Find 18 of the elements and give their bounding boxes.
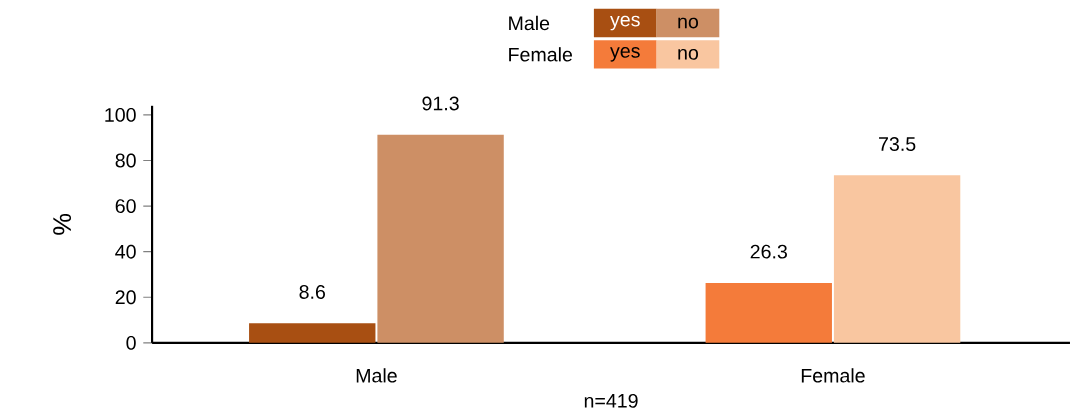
y-tick-label: 0 [126, 335, 136, 350]
y-tick-label: 40 [115, 244, 136, 259]
y-tick-label: 100 [105, 107, 136, 122]
legend-label: yes [610, 46, 640, 62]
x-axis-title: n=419 [584, 393, 638, 408]
y-tick-label: 20 [115, 290, 136, 305]
data-label: 73.5 [879, 136, 916, 151]
text: yes [610, 15, 640, 31]
y-axis-title: % [53, 213, 72, 235]
text: no [678, 17, 699, 29]
y-tick-label: 80 [115, 153, 136, 168]
legend-label: no [678, 48, 699, 60]
category-label: Female [509, 47, 573, 62]
category-label: Male [509, 15, 550, 31]
y-tick-label: 60 [115, 198, 136, 213]
data-label: 8.6 [299, 284, 326, 299]
data-label: 26.3 [750, 244, 787, 259]
data-label: 91.3 [422, 96, 459, 111]
